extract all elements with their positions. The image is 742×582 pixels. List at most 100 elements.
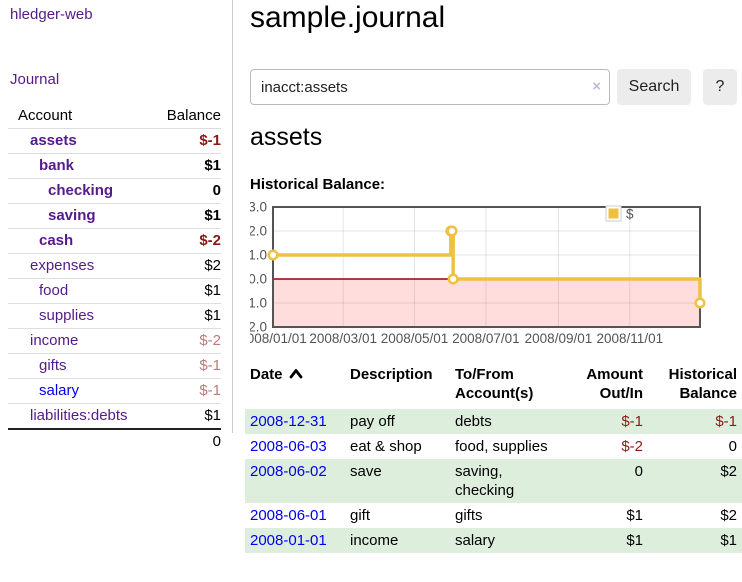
account-balance: $-1: [154, 378, 221, 404]
transaction-amount: 0: [634, 463, 643, 480]
sidebar-item-journal[interactable]: Journal: [10, 71, 60, 88]
account-row: supplies $1: [8, 303, 221, 329]
account-link[interactable]: assets: [30, 132, 77, 149]
account-balance: $-1: [154, 353, 221, 379]
transaction-balance: $1: [720, 532, 737, 549]
transaction-description: save: [350, 463, 382, 480]
account-row: liabilities:debts $1: [8, 403, 221, 429]
data-point-marker: [447, 273, 459, 285]
clear-search-icon[interactable]: ×: [592, 78, 601, 95]
account-row: assets $-1: [8, 128, 221, 154]
register-table: Date Description To/From Account(s) Amount …: [245, 362, 742, 553]
transaction-accounts: food, supplies: [455, 438, 548, 455]
transaction-description: gift: [350, 507, 371, 524]
account-row: cash $-2: [8, 228, 221, 254]
transaction-amount: $1: [626, 507, 643, 524]
main-content: sample.journal × Search ? assets Histori…: [239, 0, 742, 582]
account-balance: $1: [154, 303, 221, 329]
data-point-marker: [446, 225, 458, 237]
account-link[interactable]: liabilities:debts: [30, 407, 128, 424]
account-row: gifts $-1: [8, 353, 221, 379]
register-col-to-from-account-s-: To/From Account(s): [455, 366, 534, 402]
transaction-balance: $2: [720, 463, 737, 480]
x-tick-label: 2008/09/01: [525, 331, 593, 346]
account-balance: $-2: [154, 328, 221, 354]
register-col-description: Description: [350, 366, 433, 383]
transaction-date-link[interactable]: 2008-06-02: [250, 463, 327, 480]
account-title: assets: [250, 123, 323, 151]
account-row: checking 0: [8, 178, 221, 204]
register-row: 2008-01-01 income salary $1 $1: [245, 528, 742, 553]
transaction-balance: 0: [728, 438, 737, 455]
account-link[interactable]: checking: [48, 182, 114, 199]
sidebar: hledger-web Journal Account Balance asse…: [0, 0, 233, 454]
register-row: 2008-12-31 pay off debts $-1 $-1: [245, 409, 742, 434]
transaction-description: eat & shop: [350, 438, 422, 455]
chart-legend: $: [605, 205, 634, 222]
accounts-col-balance: Balance: [166, 107, 221, 124]
y-tick-label: -1.0: [250, 296, 267, 311]
data-point-marker: [694, 297, 706, 309]
account-link[interactable]: income: [30, 332, 79, 349]
x-tick-label: 2008/07/01: [452, 331, 520, 346]
balance-chart[interactable]: 3.0 2.0 1.0 0.0 -1.0 -2.02008/01/012008/03/01…: [239, 200, 742, 350]
register-row: 2008-06-02 save saving, checking 0 $2: [245, 459, 742, 503]
x-tick-label: 2008/03/01: [309, 331, 377, 346]
account-link[interactable]: expenses: [30, 257, 95, 274]
y-tick-label: 1.0: [250, 248, 267, 263]
account-row: bank $1: [8, 153, 221, 179]
register-row: 2008-06-01 gift gifts $1 $2: [245, 503, 742, 528]
transaction-accounts: salary: [455, 532, 496, 549]
help-button[interactable]: ?: [703, 69, 737, 105]
transaction-amount: $-1: [621, 413, 643, 430]
transaction-amount: $1: [626, 532, 643, 549]
accounts-col-account: Account: [18, 107, 73, 124]
account-balance: $1: [154, 403, 221, 429]
transaction-accounts: gifts: [455, 507, 483, 524]
y-tick-label: -2.0: [250, 320, 267, 335]
search-button[interactable]: Search: [617, 69, 691, 105]
account-row: food $1: [8, 278, 221, 304]
brand-link[interactable]: hledger-web: [10, 6, 93, 23]
x-tick-label: 2008/01/01: [250, 331, 307, 346]
account-balance: 0: [154, 178, 221, 204]
search-input[interactable]: [250, 69, 610, 105]
transaction-date-link[interactable]: 2008-01-01: [250, 532, 327, 549]
transaction-description: pay off: [350, 413, 395, 430]
data-point-marker: [267, 249, 279, 261]
legend-label: $: [626, 207, 634, 222]
transaction-date-link[interactable]: 2008-12-31: [250, 413, 327, 430]
register-header-row: Date Description To/From Account(s) Amount …: [245, 362, 742, 409]
account-link[interactable]: bank: [39, 157, 75, 174]
register-col-date: Date: [245, 362, 345, 409]
accounts-total-spacer: [8, 428, 155, 454]
transaction-date-link[interactable]: 2008-06-03: [250, 438, 327, 455]
y-tick-label: 2.0: [250, 224, 267, 239]
account-link[interactable]: saving: [48, 207, 96, 224]
accounts-total-row: 0: [8, 428, 221, 454]
transaction-balance: $2: [720, 507, 737, 524]
account-link[interactable]: food: [39, 282, 69, 299]
transaction-amount: $-2: [621, 438, 643, 455]
account-row: income $-2: [8, 328, 221, 354]
accounts-table: Account Balance assets $-1 bank $1 checking 0…: [8, 104, 221, 454]
account-balance: $-2: [154, 228, 221, 254]
account-row: salary $-1: [8, 378, 221, 404]
transaction-accounts: debts: [455, 413, 492, 430]
account-link[interactable]: cash: [39, 232, 74, 249]
transaction-accounts: saving, checking: [455, 463, 515, 499]
transaction-description: income: [350, 532, 399, 549]
register-col-amount-out-in: Amount Out/In: [586, 366, 643, 402]
accounts-header-row: Account Balance: [8, 104, 221, 129]
account-balance: $1: [154, 278, 221, 304]
transaction-date-link[interactable]: 2008-06-01: [250, 507, 327, 524]
account-link[interactable]: supplies: [39, 307, 95, 324]
chart-title: Historical Balance:: [250, 176, 386, 193]
legend-swatch: [608, 208, 619, 219]
register-col-historical-balance: Historical Balance: [668, 366, 737, 402]
account-link[interactable]: salary: [39, 382, 80, 399]
account-row: expenses $2: [8, 253, 221, 279]
account-balance: $2: [154, 253, 221, 279]
account-link[interactable]: gifts: [39, 357, 67, 374]
